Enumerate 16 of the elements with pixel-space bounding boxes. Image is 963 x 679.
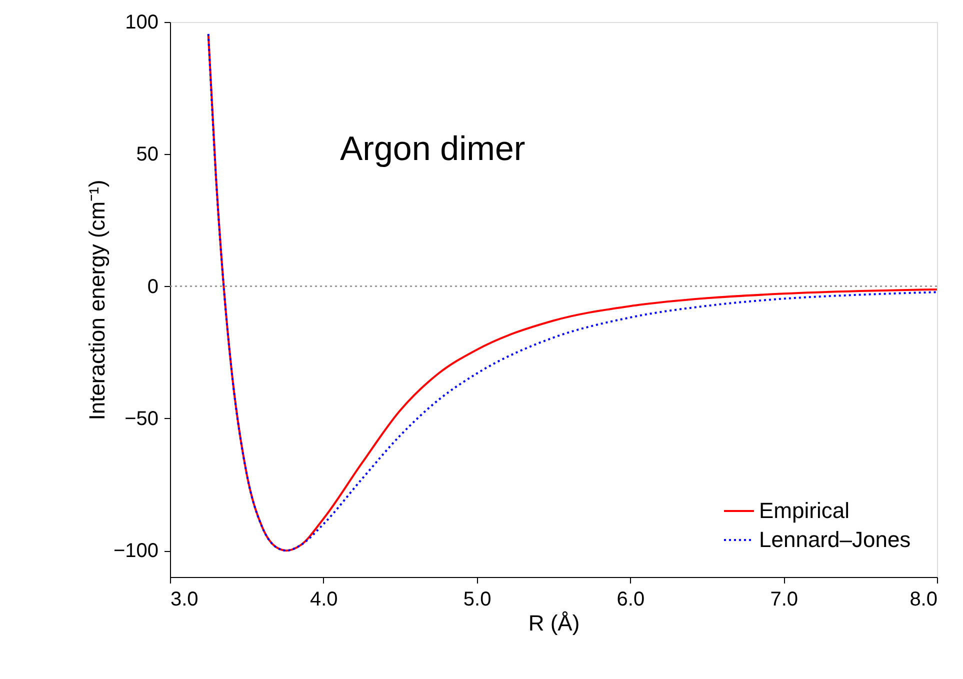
legend-label: Empirical — [759, 498, 850, 523]
y-tick-label: −100 — [113, 540, 158, 562]
annotation: Argon dimer — [340, 130, 526, 168]
y-axis-title: Interaction energy (cm⁻¹) — [84, 180, 110, 420]
x-tick-label: 8.0 — [910, 588, 938, 610]
y-tick-label: 0 — [147, 276, 158, 298]
x-tick-label: 3.0 — [170, 588, 198, 610]
y-tick-label: 100 — [125, 12, 158, 34]
x-tick-label: 4.0 — [310, 588, 338, 610]
y-tick-label: −50 — [124, 408, 158, 430]
x-tick-label: 7.0 — [770, 588, 798, 610]
x-tick-label: 5.0 — [463, 588, 492, 610]
y-tick-label: 50 — [136, 144, 158, 166]
x-tick-label: 6.0 — [616, 588, 645, 610]
x-axis-title: R (Å) — [528, 610, 580, 636]
legend-label: Lennard–Jones — [759, 527, 911, 552]
